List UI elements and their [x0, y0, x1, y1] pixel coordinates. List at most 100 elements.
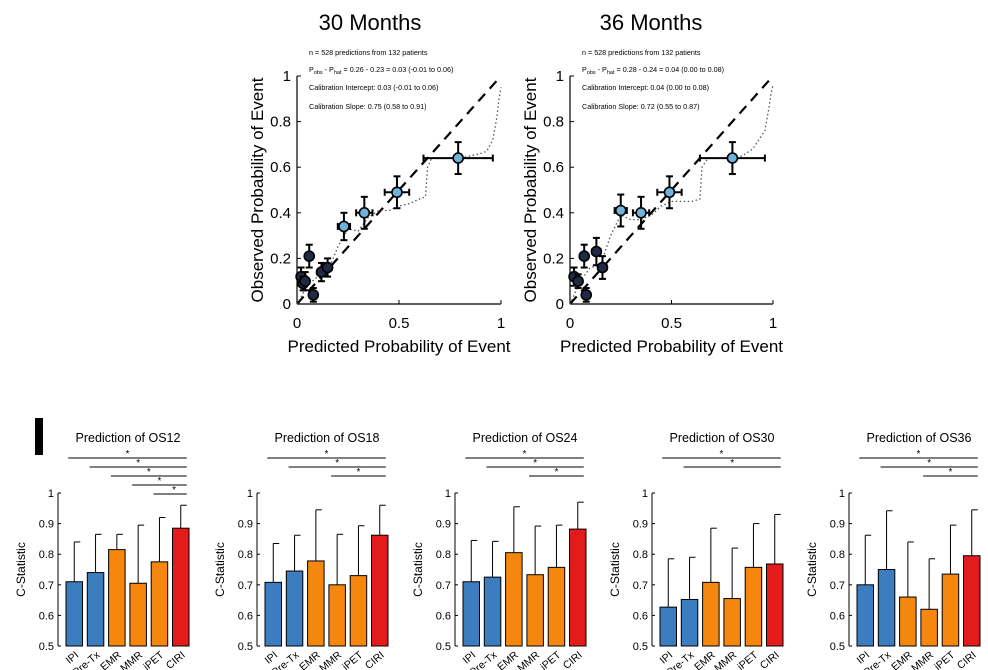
significance-star: * [126, 449, 130, 460]
y-tick-label: 0.9 [238, 519, 253, 531]
calibration-point [307, 289, 320, 301]
bar [856, 584, 874, 647]
bar [569, 528, 587, 647]
category-label: iPET [141, 649, 167, 670]
annotation-part: = 0.26 - 0.23 = 0.03 (-0.01 to 0.06) [342, 65, 454, 74]
bar [920, 608, 938, 647]
y-tick-label: 0.4 [543, 205, 564, 222]
bar [307, 560, 325, 647]
bar [264, 581, 282, 647]
category-label: CIRI [363, 649, 387, 670]
annotation-subscript: obs [587, 70, 596, 76]
calibration-plot-36-months: 36 Months 0 0.2 0.4 0.6 0.8 1 0 0.5 1 Predicted Pr… [521, 10, 783, 356]
x-tick-label: 0.5 [389, 315, 410, 332]
category-label: CIRI [955, 649, 979, 670]
bar [526, 574, 544, 647]
y-tick-label: 0.8 [633, 549, 648, 561]
y-tick-label: 0.7 [830, 580, 845, 592]
chart-title: Prediction of OS36 [867, 431, 972, 445]
significance-star: * [356, 467, 360, 478]
bar [766, 563, 784, 647]
c-statistic-chart-os24: Prediction of OS24 0.5 0.6 0.7 0.8 0.9 1 C-Stat… [411, 431, 587, 670]
c-statistic-chart-os18: Prediction of OS18 0.5 0.6 0.7 0.8 0.9 1 C-Stat… [213, 431, 389, 670]
y-tick-label: 1 [839, 488, 845, 500]
category-label: CIRI [164, 649, 188, 670]
y-tick-label: 0.5 [39, 641, 54, 653]
y-axis-label: Observed Probability of Event [248, 77, 267, 302]
y-tick-label: 1 [283, 68, 291, 85]
y-tick-label: 1 [642, 488, 648, 500]
y-tick-label: 1 [48, 488, 54, 500]
significance-star: * [136, 458, 140, 469]
annotation-part: P [582, 65, 587, 74]
bar [172, 527, 190, 647]
smoothed-calibration-curve [296, 87, 502, 305]
chart-title: Prediction of OS18 [275, 431, 380, 445]
significance-star: * [533, 458, 537, 469]
significance-star: * [927, 458, 931, 469]
calibration-point [358, 207, 371, 219]
c-statistic-chart-os36: Prediction of OS36 0.5 0.6 0.7 0.8 0.9 1 C-Stat… [805, 431, 981, 670]
chart-title: Prediction of OS24 [473, 431, 578, 445]
calibration-point [299, 275, 311, 288]
panel-marker [35, 418, 43, 455]
y-tick-label: 0.6 [543, 159, 564, 176]
significance-star: * [172, 485, 176, 496]
x-tick-label: 1 [769, 315, 777, 332]
annotation-subscript: obs [314, 70, 323, 76]
y-tick-label: 0.6 [633, 610, 648, 622]
y-tick-label: 0.7 [39, 580, 54, 592]
calibration-annotation: Calibration Intercept: 0.03 (-0.01 to 0.… [309, 83, 438, 92]
bar [505, 552, 523, 647]
y-tick-label: 0.8 [830, 549, 845, 561]
category-label: iPET [932, 649, 958, 670]
calibration-difference-annotation: Pobs - Phat = 0.26 - 0.23 = 0.03 (-0.01 … [309, 65, 453, 76]
bar [941, 573, 960, 647]
y-tick-label: 0.8 [238, 549, 253, 561]
y-tick-label: 1 [445, 488, 451, 500]
significance-star: * [720, 449, 724, 460]
bar [349, 575, 368, 647]
y-tick-label: 0.4 [270, 205, 291, 222]
annotation-part: = 0.28 - 0.24 = 0.04 (0.00 to 0.08) [615, 65, 725, 74]
chart-title: 30 Months [319, 10, 422, 35]
significance-star: * [523, 449, 527, 460]
bar [680, 598, 699, 647]
annotation-part: - P [323, 65, 334, 74]
y-axis-label: Observed Probability of Event [521, 77, 540, 302]
y-tick-label: 1 [247, 488, 253, 500]
smoothed-calibration-curve [569, 84, 774, 305]
y-tick-label: 0.9 [39, 519, 54, 531]
x-axis-label: Predicted Probability of Event [560, 337, 783, 356]
y-tick-label: 0 [283, 296, 291, 313]
bar [462, 581, 480, 647]
y-tick-label: 0.2 [270, 250, 291, 267]
y-tick-label: 0.5 [238, 641, 253, 653]
calibration-annotation: Calibration Intercept: 0.04 (0.00 to 0.0… [582, 83, 709, 92]
category-label: CIRI [561, 649, 585, 670]
calibration-annotation: Calibration Slope: 0.72 (0.55 to 0.87) [582, 102, 699, 111]
bar [86, 572, 105, 647]
annotation-subscript: hat [334, 70, 342, 76]
significance-star: * [325, 449, 329, 460]
x-tick-label: 0.5 [661, 315, 682, 332]
bar [877, 569, 896, 647]
calibration-difference-annotation: Pobs - Phat = 0.28 - 0.24 = 0.04 (0.00 t… [582, 65, 724, 76]
calibration-point [303, 250, 316, 262]
calibration-point [590, 245, 603, 258]
calibration-point [338, 220, 350, 233]
y-tick-label: 0.7 [436, 580, 451, 592]
bar [963, 555, 981, 647]
y-tick-label: 0.9 [633, 519, 648, 531]
y-tick-label: 0.7 [238, 580, 253, 592]
chart-title: Prediction of OS30 [670, 431, 775, 445]
significance-star: * [948, 467, 952, 478]
bar [328, 584, 346, 647]
y-tick-label: 0.9 [830, 519, 845, 531]
y-tick-label: 0.5 [830, 641, 845, 653]
y-tick-label: 0.8 [436, 549, 451, 561]
significance-star: * [335, 458, 339, 469]
c-statistic-chart-os30: Prediction of OS30 0.5 0.6 0.7 0.8 0.9 1 C-Stat… [608, 431, 784, 670]
y-axis-label: C-Statistic [213, 542, 227, 597]
y-tick-label: 0.2 [543, 250, 564, 267]
